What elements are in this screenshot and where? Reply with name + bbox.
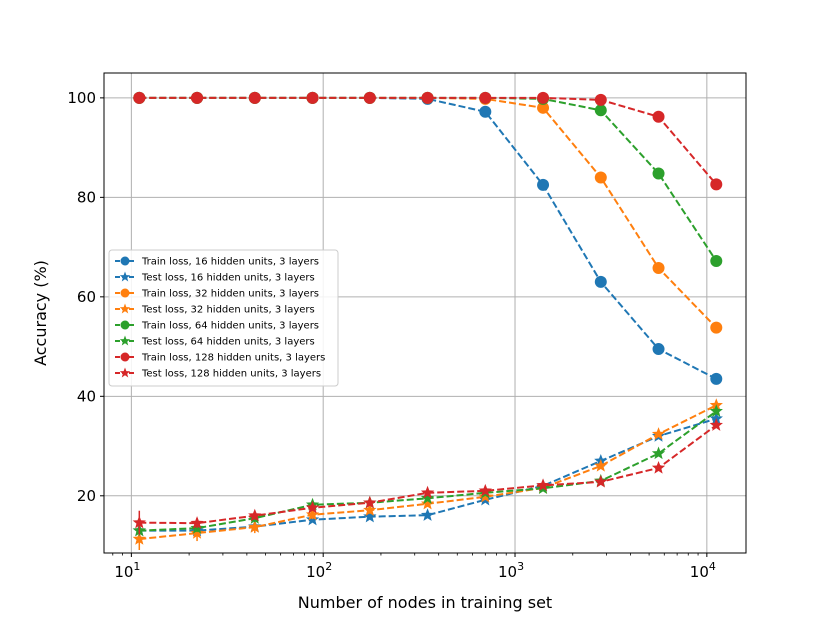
legend-label: Train loss, 128 hidden units, 3 layers [141, 353, 325, 364]
legend-label: Test loss, 16 hidden units, 3 layers [141, 273, 315, 284]
legend-entry: Train loss, 32 hidden units, 3 layers [115, 288, 319, 300]
legend-entry: Train loss, 64 hidden units, 3 layers [115, 320, 319, 332]
legend-label: Train loss, 32 hidden units, 3 layers [141, 289, 319, 300]
legend-marker [119, 303, 131, 314]
data-point [132, 515, 146, 529]
data-point [132, 532, 146, 545]
data-point [190, 516, 204, 529]
data-point [652, 167, 665, 180]
data-point [710, 372, 723, 385]
data-point [536, 478, 550, 492]
legend-label: Train loss, 64 hidden units, 3 layers [141, 321, 319, 332]
data-point [248, 91, 261, 104]
data-point [652, 343, 665, 356]
x-tick-label: 102 [306, 560, 332, 581]
data-point [651, 460, 666, 474]
data-point [420, 496, 435, 510]
legend-marker [120, 288, 130, 298]
legend-label: Test loss, 64 hidden units, 3 layers [141, 337, 315, 348]
legend-marker [120, 352, 130, 362]
data-point [709, 411, 723, 425]
legend-marker [120, 256, 130, 266]
legend-entry: Test loss, 128 hidden units, 3 layers [115, 367, 321, 380]
data-point [363, 91, 376, 104]
data-point [537, 91, 550, 104]
x-tick-label: 103 [498, 560, 524, 581]
data-point [709, 404, 723, 417]
legend: Train loss, 16 hidden units, 3 layers Tes… [108, 249, 339, 387]
data-point [594, 275, 607, 288]
legend-label: Train loss, 16 hidden units, 3 layers [141, 257, 319, 268]
legend-label: Test loss, 128 hidden units, 3 layers [141, 369, 321, 380]
y-tick-label: 40 [77, 387, 96, 405]
data-point [363, 503, 377, 516]
legend-marker [119, 335, 131, 346]
x-tick-label: 104 [690, 560, 716, 581]
data-point [594, 474, 608, 488]
series-8 [132, 418, 723, 535]
data-point [363, 495, 377, 509]
data-point [248, 520, 262, 533]
legend-entry: Train loss, 16 hidden units, 3 layers [115, 256, 319, 268]
data-point [537, 101, 550, 114]
data-point [305, 500, 320, 514]
data-point [652, 110, 665, 123]
y-axis-label: Accuracy (%) [31, 260, 50, 366]
legend-entry: Test loss, 64 hidden units, 3 layers [115, 335, 315, 348]
data-point [710, 321, 723, 334]
data-point [478, 483, 492, 497]
legend-entry: Test loss, 32 hidden units, 3 layers [115, 303, 315, 316]
data-point [421, 91, 434, 104]
data-point [594, 93, 607, 106]
data-point [133, 91, 146, 104]
plot-frame [103, 72, 747, 554]
data-point [191, 91, 204, 104]
axes: 20 40 60 80 100 101 102 103 104 [67, 89, 716, 581]
y-tick-label: 80 [77, 188, 96, 206]
series-line [139, 96, 718, 186]
data-point [651, 427, 666, 440]
data-point [652, 261, 665, 274]
data-point [248, 508, 262, 522]
data-point [709, 418, 723, 431]
series-line [139, 417, 717, 532]
y-tick-label: 20 [77, 487, 96, 505]
data-point [479, 105, 492, 118]
data-point [305, 507, 320, 521]
data-point [594, 458, 608, 472]
legend-entry: Test loss, 16 hidden units, 3 layers [115, 271, 315, 284]
x-tick-label: 101 [114, 560, 140, 581]
data-point [420, 485, 435, 499]
data-point [478, 489, 492, 503]
data-point [651, 446, 666, 460]
data-point [537, 178, 550, 191]
legend-marker [119, 271, 131, 282]
data-point [710, 255, 723, 268]
legend-marker [120, 320, 130, 330]
series-4 [132, 398, 723, 551]
y-tick-label: 60 [77, 288, 96, 306]
legend-box [108, 249, 339, 387]
data-point [479, 91, 492, 104]
legend-label: Test loss, 32 hidden units, 3 layers [141, 305, 315, 316]
data-point [420, 491, 435, 504]
series-7 [133, 91, 723, 191]
series-layer [132, 91, 723, 551]
data-point [710, 178, 723, 191]
legend-entry: Train loss, 128 hidden units, 3 layers [115, 352, 325, 364]
data-point [420, 508, 435, 521]
y-tick-label: 100 [67, 89, 96, 107]
data-point [306, 91, 319, 104]
data-point [594, 104, 607, 117]
data-point [594, 171, 607, 184]
data-point [190, 526, 204, 539]
legend-marker [119, 367, 131, 378]
data-point [363, 509, 377, 523]
x-axis-label: Number of nodes in training set [298, 593, 552, 612]
